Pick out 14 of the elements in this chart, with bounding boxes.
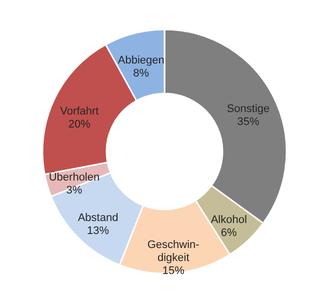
slice-label: Abstand bbox=[78, 212, 118, 224]
slice-label: Vorfahrt bbox=[60, 105, 99, 118]
slice-label: Geschwin- digkeit bbox=[147, 239, 200, 264]
slice-label: Alkohol bbox=[210, 214, 247, 226]
data-label: 8% bbox=[133, 67, 150, 80]
data-label: 3% bbox=[66, 184, 82, 197]
slice-label: Abbiegen bbox=[118, 54, 164, 66]
data-label: 15% bbox=[162, 265, 185, 278]
slice-label: Sonstige bbox=[226, 102, 270, 115]
data-label: 35% bbox=[237, 116, 260, 128]
data-label: 20% bbox=[68, 118, 91, 130]
data-label: 6% bbox=[220, 227, 238, 240]
slice-label: Überholen bbox=[48, 170, 100, 184]
data-label: 13% bbox=[87, 224, 110, 237]
